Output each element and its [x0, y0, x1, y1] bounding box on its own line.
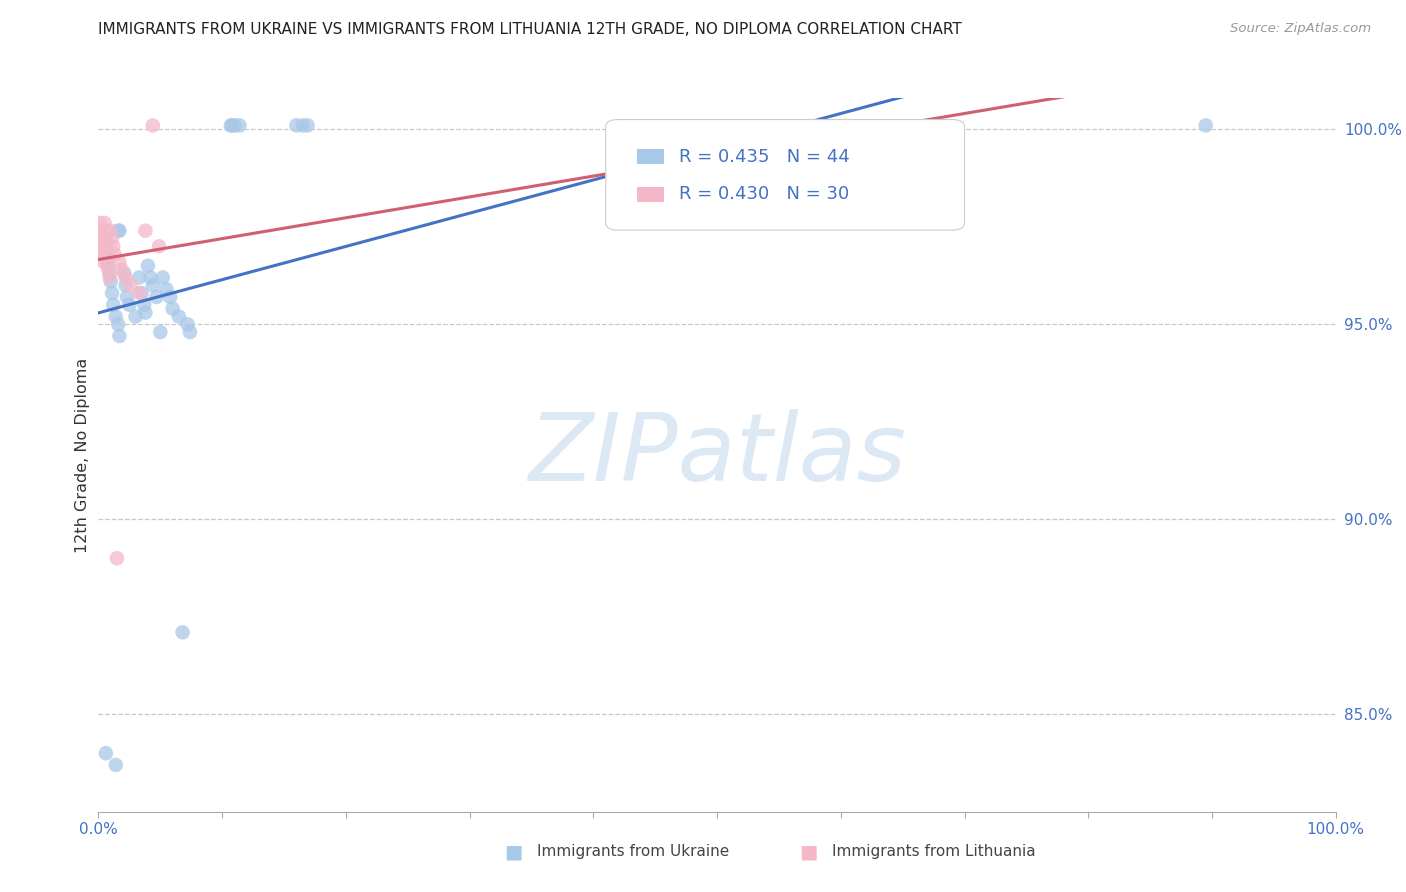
Text: ZIPatlas: ZIPatlas	[529, 409, 905, 500]
Point	[115, 290, 138, 304]
Text: ■: ■	[503, 842, 523, 862]
Y-axis label: 12th Grade, No Diploma: 12th Grade, No Diploma	[75, 358, 90, 552]
Text: ■: ■	[799, 842, 818, 862]
Point	[134, 298, 156, 312]
Point	[148, 239, 170, 253]
Text: R = 0.435   N = 44: R = 0.435 N = 44	[679, 148, 849, 166]
Point	[101, 286, 124, 301]
Point	[142, 278, 165, 293]
Point	[159, 290, 181, 304]
Point	[152, 270, 174, 285]
Point	[107, 224, 129, 238]
Point	[224, 119, 246, 133]
Point	[1195, 119, 1218, 133]
Point	[291, 119, 314, 133]
Text: Immigrants from Lithuania: Immigrants from Lithuania	[832, 845, 1036, 859]
Point	[103, 247, 125, 261]
Point	[112, 267, 135, 281]
Point	[98, 267, 121, 281]
Bar	[637, 186, 664, 202]
Point	[297, 119, 319, 133]
Point	[94, 746, 117, 760]
Point	[101, 231, 124, 245]
Point	[118, 298, 141, 312]
Point	[108, 255, 131, 269]
Bar	[637, 149, 664, 164]
Point	[219, 119, 242, 133]
Text: Immigrants from Ukraine: Immigrants from Ukraine	[537, 845, 730, 859]
Point	[100, 224, 122, 238]
Point	[111, 262, 134, 277]
Point	[89, 231, 111, 245]
Point	[131, 286, 153, 301]
Point	[97, 259, 120, 273]
Point	[176, 318, 198, 332]
Point	[134, 305, 156, 319]
FancyBboxPatch shape	[606, 120, 965, 230]
Point	[90, 235, 112, 250]
Point	[162, 301, 184, 316]
Point	[136, 259, 159, 273]
Point	[90, 243, 112, 257]
Point	[108, 329, 131, 343]
Point	[89, 216, 111, 230]
Point	[96, 235, 118, 250]
Point	[103, 239, 125, 253]
Point	[114, 278, 136, 293]
Point	[97, 262, 120, 277]
Point	[128, 270, 150, 285]
Point	[100, 274, 122, 288]
Point	[167, 310, 190, 324]
Point	[105, 551, 128, 566]
Point	[94, 239, 117, 253]
Point	[93, 247, 115, 261]
Point	[89, 224, 111, 238]
Point	[128, 286, 150, 301]
Point	[96, 255, 118, 269]
Point	[104, 758, 127, 772]
Point	[142, 119, 165, 133]
Point	[228, 119, 250, 133]
Text: Source: ZipAtlas.com: Source: ZipAtlas.com	[1230, 22, 1371, 36]
Point	[98, 270, 121, 285]
Point	[94, 231, 117, 245]
Text: R = 0.430   N = 30: R = 0.430 N = 30	[679, 186, 849, 203]
Point	[93, 224, 115, 238]
Point	[139, 270, 162, 285]
Point	[97, 247, 120, 261]
Text: IMMIGRANTS FROM UKRAINE VS IMMIGRANTS FROM LITHUANIA 12TH GRADE, NO DIPLOMA CORR: IMMIGRANTS FROM UKRAINE VS IMMIGRANTS FR…	[98, 22, 962, 37]
Point	[134, 224, 156, 238]
Point	[104, 310, 127, 324]
Point	[172, 625, 194, 640]
Point	[93, 216, 115, 230]
Point	[107, 318, 129, 332]
Point	[149, 325, 172, 339]
Point	[96, 247, 118, 261]
Point	[155, 282, 177, 296]
Point	[221, 119, 243, 133]
Point	[91, 239, 114, 253]
Point	[114, 270, 136, 285]
Point	[93, 255, 115, 269]
Point	[285, 119, 308, 133]
Point	[124, 310, 146, 324]
Point	[108, 224, 131, 238]
Point	[103, 298, 125, 312]
Point	[179, 325, 201, 339]
Point	[91, 231, 114, 245]
Point	[145, 290, 167, 304]
Point	[120, 278, 142, 293]
